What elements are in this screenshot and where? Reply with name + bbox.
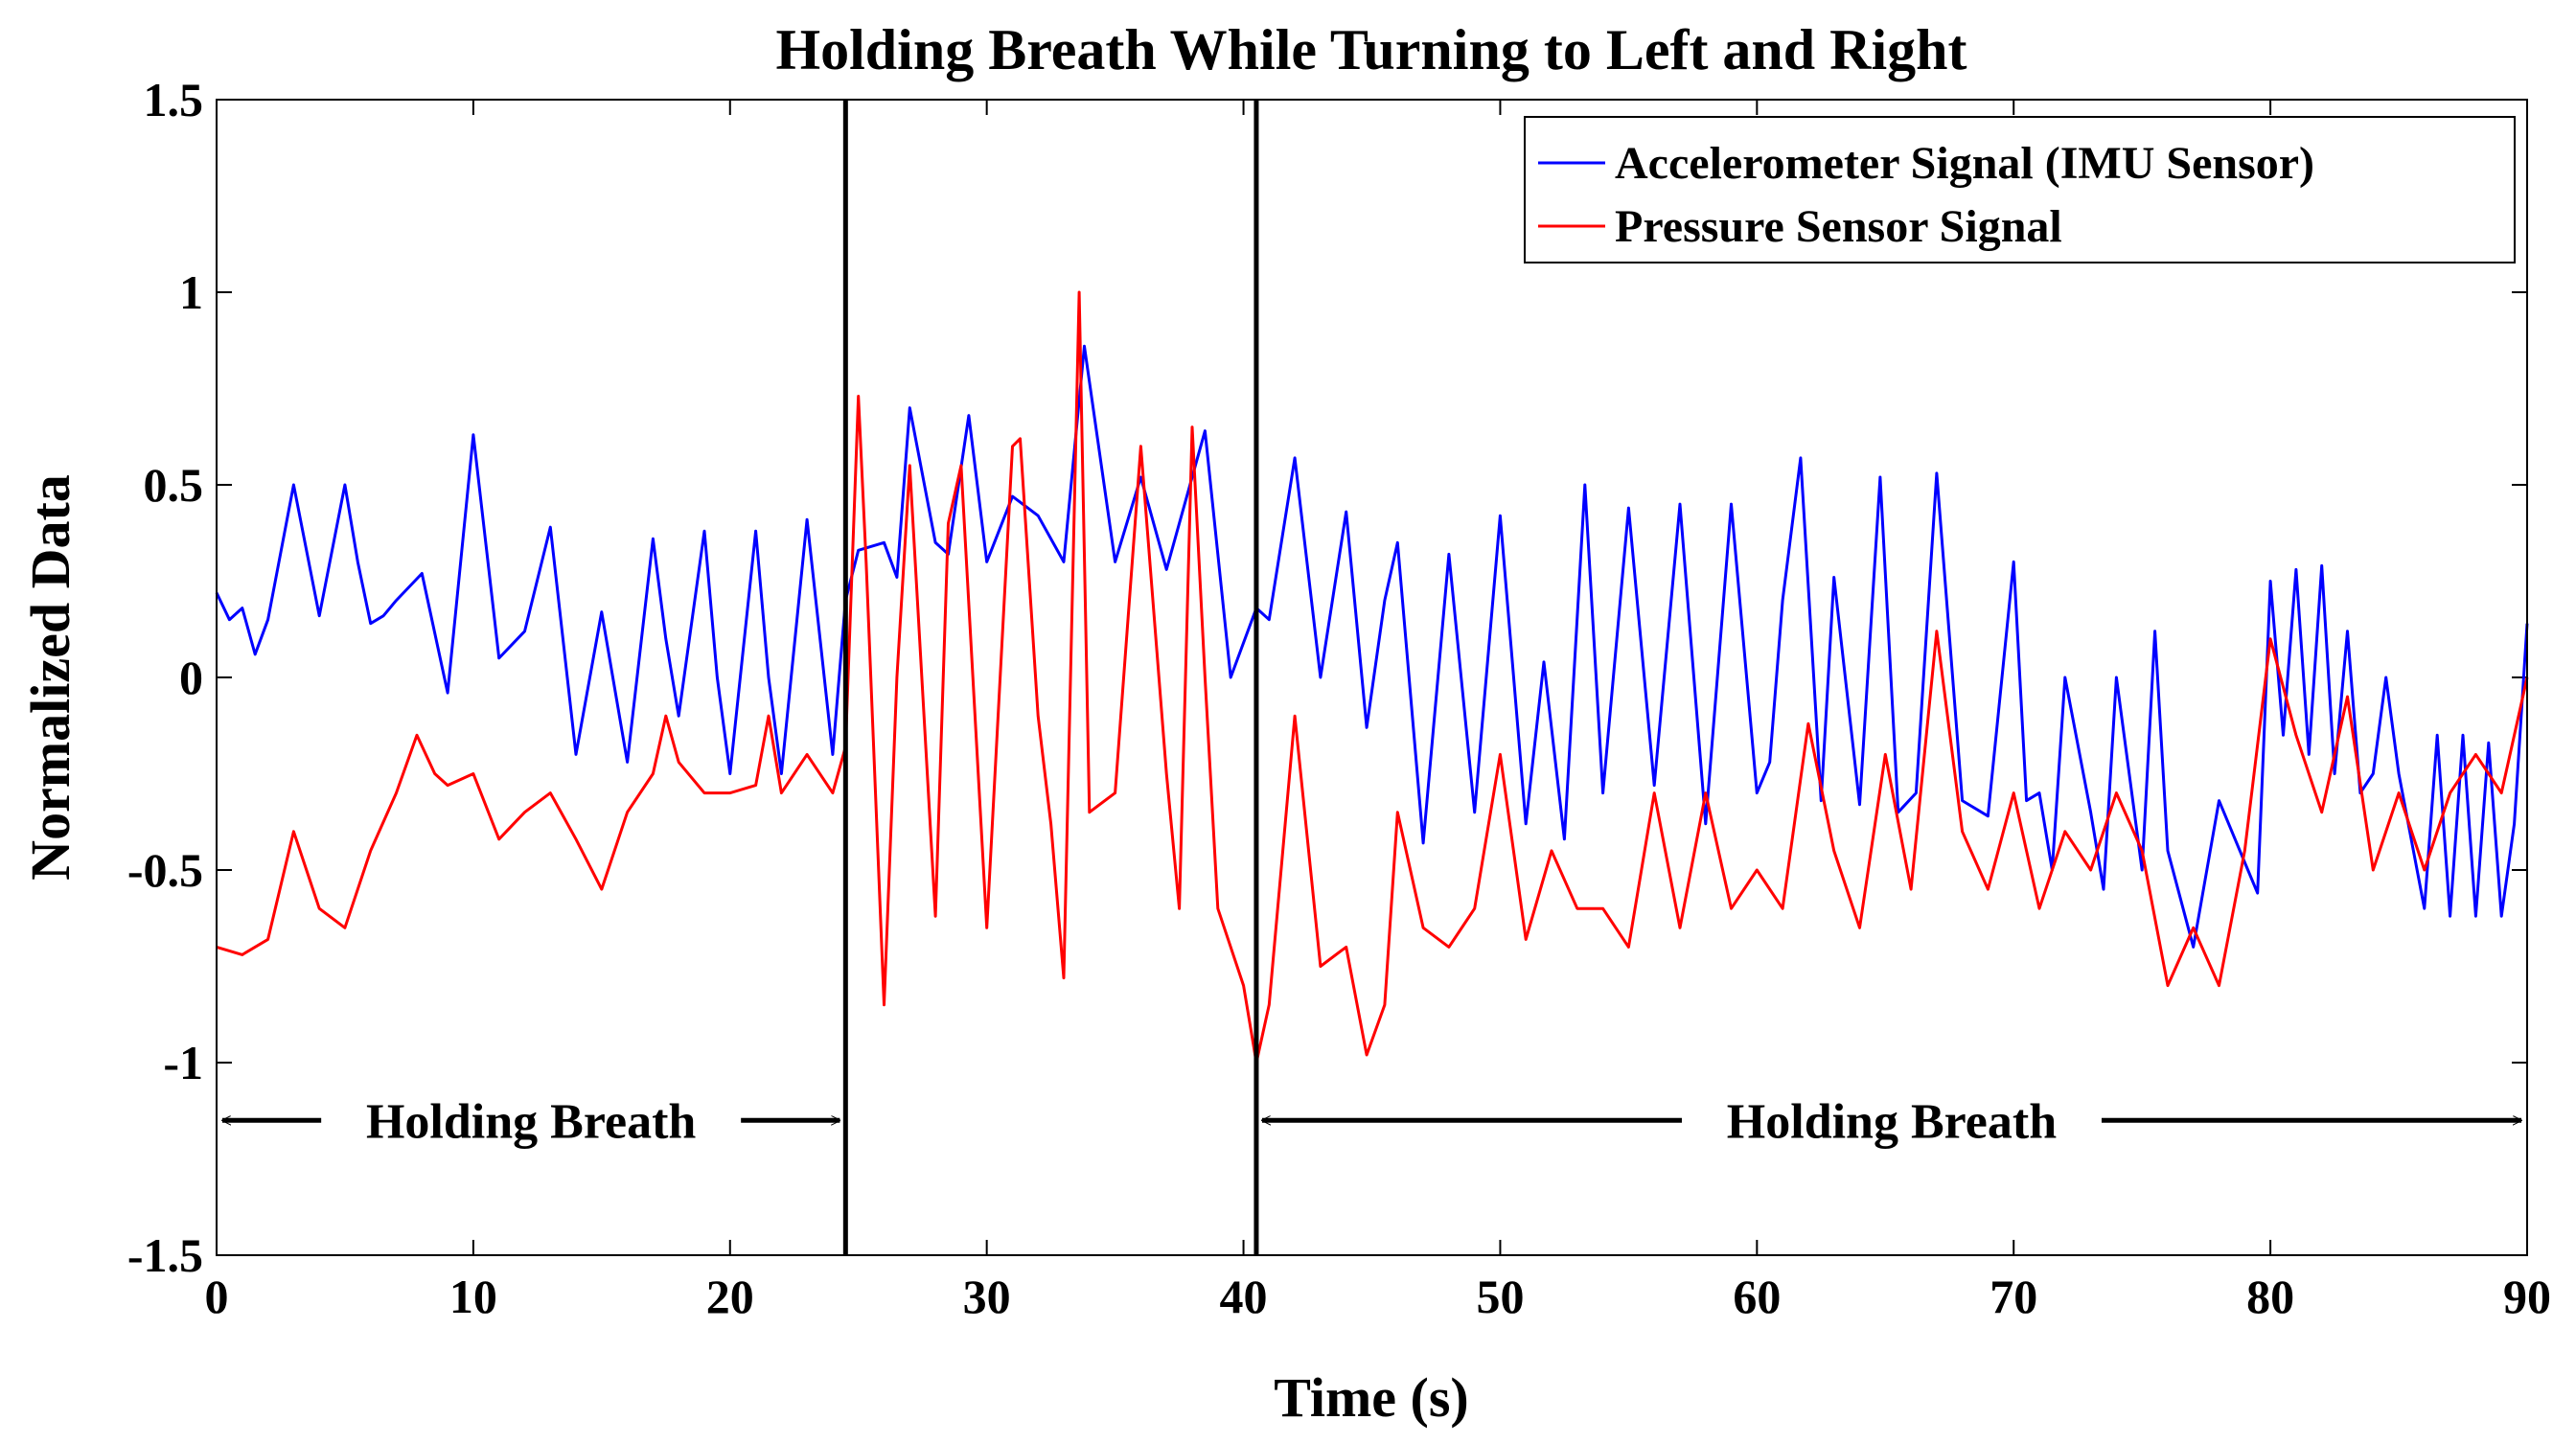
annotations: Holding Breath Holding Breath [222,1094,2521,1149]
y-tick-label: -0.5 [127,843,203,897]
accelerometer-series-line [215,344,2529,949]
chart-title: Holding Breath While Turning to Left and… [775,18,1966,81]
x-tick-label: 50 [1476,1270,1524,1323]
axis-ticks: 0 10 20 30 40 50 60 70 80 90 -1.5 -1 -0.5 0 0.5 1 1.5 [127,73,2551,1323]
y-tick-label: 0 [179,651,203,704]
plot-border [216,99,2528,1256]
x-tick-label: 60 [1733,1270,1781,1323]
series-layer [215,290,2529,1065]
annotation-label: Holding Breath [1727,1094,2057,1149]
x-tick-label: 90 [2503,1270,2551,1323]
legend-box [1524,116,2516,263]
y-tick-label: -1 [163,1036,203,1089]
x-tick-label: 30 [963,1270,1011,1323]
x-tick-label: 40 [1220,1270,1268,1323]
plot-area [217,100,2527,1255]
x-tick-label: 70 [1990,1270,2037,1323]
phase-divider-lines [842,100,1259,1255]
y-tick-label: 1 [179,265,203,319]
annotation-label: Holding Breath [366,1094,696,1149]
legend-label-pressure: Pressure Sensor Signal [1615,201,2062,252]
legend-label-accelerometer: Accelerometer Signal (IMU Sensor) [1615,138,2314,189]
x-tick-label: 10 [449,1270,497,1323]
legend: Accelerometer Signal (IMU Sensor) Pressu… [1524,116,2516,263]
y-axis-label: Normalized Data [19,474,81,881]
y-tick-label: -1.5 [127,1228,203,1282]
x-tick-label: 0 [205,1270,229,1323]
pressure-series-line [216,290,2529,1065]
y-tick-label: 0.5 [144,458,204,512]
y-tick-label: 1.5 [144,73,204,126]
x-axis-label: Time (s) [1274,1366,1469,1429]
x-tick-label: 80 [2246,1270,2294,1323]
x-tick-label: 20 [706,1270,754,1323]
